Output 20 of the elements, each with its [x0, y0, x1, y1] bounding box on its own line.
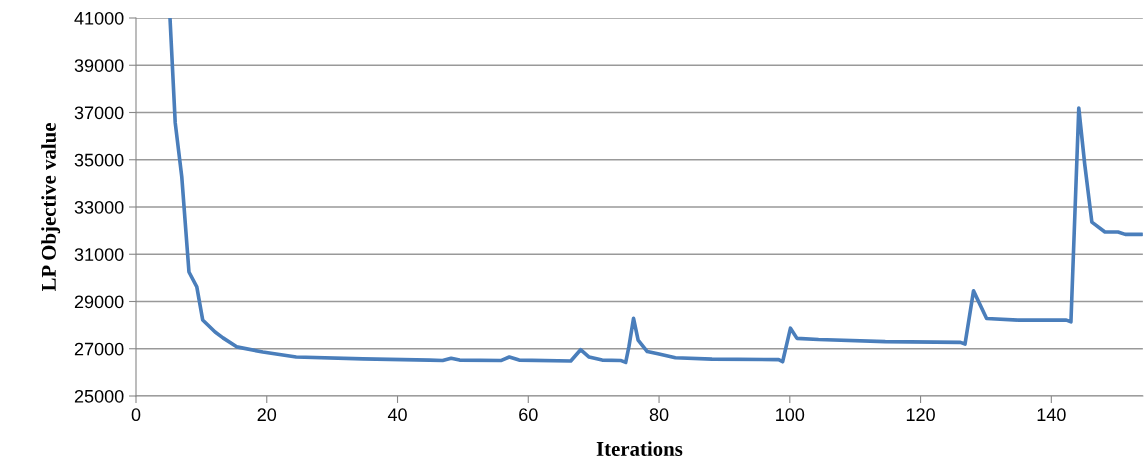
y-tick-label: 25000 [74, 389, 124, 403]
y-tick-label: 35000 [74, 153, 124, 167]
x-tick-label: 100 [776, 408, 805, 422]
y-tick-label: 37000 [74, 106, 124, 120]
y-axis-title: LP Objective value [41, 123, 61, 292]
y-tick-label: 41000 [74, 11, 124, 25]
line-series [168, 18, 1143, 365]
x-tick-label: 60 [519, 408, 538, 422]
x-tick-label: 40 [387, 408, 407, 422]
x-tick-label: 80 [649, 408, 669, 422]
y-tick-label: 29000 [74, 295, 124, 309]
y-tick-label: 27000 [74, 342, 124, 356]
x-tick-label: 0 [131, 408, 141, 422]
x-tick-label: 140 [1037, 408, 1066, 422]
y-tick-label: 31000 [74, 248, 124, 261]
y-tick-label: 39000 [74, 59, 124, 72]
x-tick-label: 120 [906, 408, 935, 422]
x-axis-title: Iterations [596, 441, 683, 456]
x-tick-label: 20 [257, 408, 277, 422]
y-tick-label: 33000 [74, 200, 124, 214]
